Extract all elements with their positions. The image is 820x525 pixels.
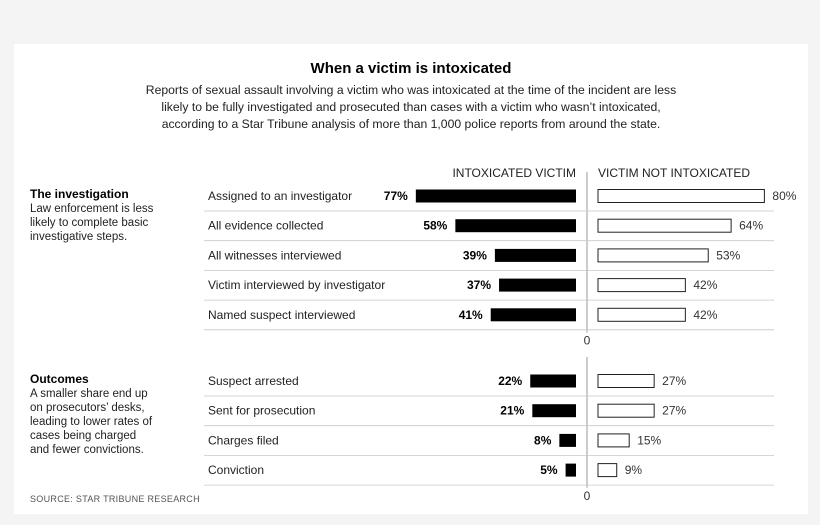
value-label-intoxicated: 22% xyxy=(498,374,522,388)
series-header-not-intoxicated: VICTIM NOT INTOXICATED xyxy=(598,166,750,180)
section-description-line: cases being charged xyxy=(30,430,136,442)
bar-not-intoxicated xyxy=(597,433,630,448)
bar-intoxicated xyxy=(499,278,576,292)
chart-subtitle-line: according to a Star Tribune analysis of … xyxy=(162,117,661,131)
value-label-not-intoxicated: 80% xyxy=(772,189,796,203)
section-description-line: A smaller share end up xyxy=(30,388,148,400)
bar-intoxicated xyxy=(490,308,576,322)
section-description-line: investigative steps. xyxy=(30,231,127,243)
value-label-intoxicated: 41% xyxy=(459,308,483,322)
section-description-line: leading to lower rates of xyxy=(30,416,153,428)
value-label-intoxicated: 5% xyxy=(540,463,558,477)
section-title: Outcomes xyxy=(30,372,89,386)
category-label: Charges filed xyxy=(208,433,279,447)
category-label: Suspect arrested xyxy=(208,374,299,388)
bar-not-intoxicated xyxy=(597,189,765,203)
section-description-line: likely to complete basic xyxy=(30,217,148,229)
value-label-not-intoxicated: 42% xyxy=(693,308,717,322)
chart: When a victim is intoxicated Reports of s… xyxy=(30,60,797,504)
value-label-not-intoxicated: 27% xyxy=(662,404,686,418)
source-note: SOURCE: STAR TRIBUNE RESEARCH xyxy=(30,494,200,504)
value-label-not-intoxicated: 42% xyxy=(693,278,717,292)
bar-intoxicated xyxy=(559,433,576,447)
bar-not-intoxicated xyxy=(597,218,732,233)
value-label-not-intoxicated: 15% xyxy=(637,433,661,447)
bar-intoxicated xyxy=(455,219,576,233)
bar-not-intoxicated xyxy=(597,278,686,293)
axis-zero-label: 0 xyxy=(584,489,591,503)
value-label-not-intoxicated: 27% xyxy=(662,374,686,388)
category-label: Sent for prosecution xyxy=(208,404,315,418)
category-label: All evidence collected xyxy=(208,219,323,233)
bar-intoxicated xyxy=(532,404,576,418)
value-label-intoxicated: 21% xyxy=(500,404,524,418)
chart-title: When a victim is intoxicated xyxy=(311,60,512,77)
section-description-line: and fewer convictions. xyxy=(30,444,144,456)
bar-not-intoxicated xyxy=(597,463,618,478)
value-label-not-intoxicated: 9% xyxy=(625,463,643,477)
value-label-not-intoxicated: 64% xyxy=(739,219,763,233)
value-label-intoxicated: 37% xyxy=(467,278,491,292)
chart-subtitle-line: likely to be fully investigated and pros… xyxy=(161,100,660,114)
bar-intoxicated xyxy=(530,374,576,388)
category-label: Conviction xyxy=(208,463,264,477)
chart-subtitle-line: Reports of sexual assault involving a vi… xyxy=(146,83,676,97)
axis-zero-label: 0 xyxy=(584,334,591,348)
bar-intoxicated xyxy=(415,189,576,203)
bar-intoxicated xyxy=(565,463,576,477)
value-label-intoxicated: 77% xyxy=(384,189,408,203)
chart-card: When a victim is intoxicated Reports of s… xyxy=(14,44,808,514)
category-label: All witnesses interviewed xyxy=(208,248,341,262)
section-description-line: on prosecutors’ desks, xyxy=(30,402,145,414)
bar-not-intoxicated xyxy=(597,307,686,322)
category-label: Victim interviewed by investigator xyxy=(208,278,385,292)
series-header-intoxicated: INTOXICATED VICTIM xyxy=(452,166,576,180)
value-label-not-intoxicated: 53% xyxy=(716,248,740,262)
category-label: Assigned to an investigator xyxy=(208,189,352,203)
section-description-line: Law enforcement is less xyxy=(30,203,154,215)
value-label-intoxicated: 58% xyxy=(423,219,447,233)
bar-not-intoxicated xyxy=(597,374,655,388)
value-label-intoxicated: 39% xyxy=(463,248,487,262)
section-title: The investigation xyxy=(30,187,129,201)
category-label: Named suspect interviewed xyxy=(208,308,355,322)
value-label-intoxicated: 8% xyxy=(534,433,552,447)
bar-not-intoxicated xyxy=(597,403,655,418)
bar-not-intoxicated xyxy=(597,248,709,263)
bar-intoxicated xyxy=(494,248,576,262)
